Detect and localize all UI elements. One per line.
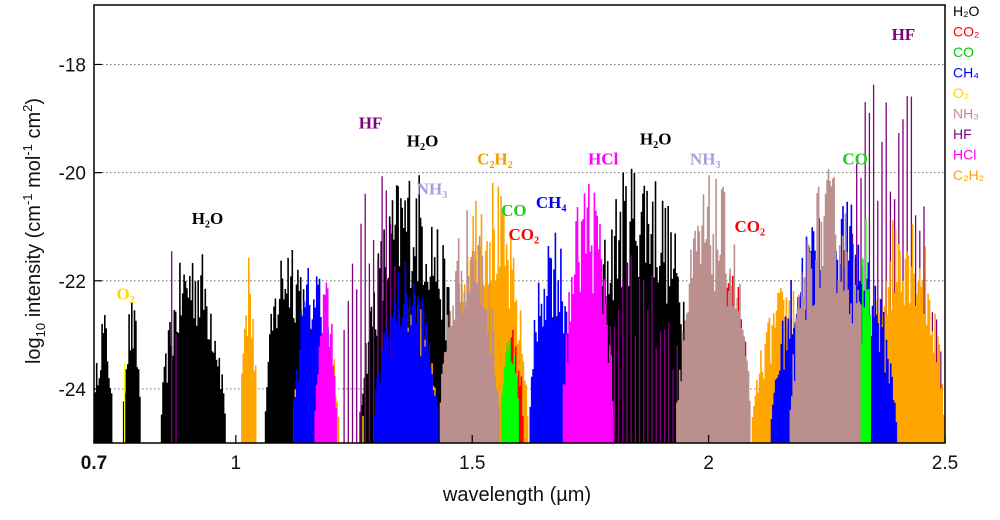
- legend-entry: CO₂: [953, 24, 979, 40]
- annotation-label: H₂O: [640, 130, 672, 149]
- annotation-label: O₂: [117, 285, 135, 304]
- x-axis-label: wavelength (µm): [442, 484, 591, 506]
- legend-entry: C₂H₂: [953, 167, 984, 183]
- y-tick-label: -18: [59, 55, 86, 76]
- ticks-layer: 0.7 1 1.5 2 2.5 -18 -20 -22 -24: [59, 55, 959, 474]
- plot-frame: [93, 4, 946, 444]
- band-hcl: [562, 184, 614, 443]
- band-o2: [362, 415, 364, 443]
- annotation-label: H₂O: [192, 209, 224, 228]
- annotation-label: HCl: [588, 150, 619, 169]
- x-tick-label: 1.5: [459, 453, 485, 474]
- legend-entry: HCl: [953, 147, 976, 163]
- annotation-label: CO: [501, 201, 527, 220]
- band-h2o: [94, 315, 113, 443]
- band-h2o: [160, 254, 226, 443]
- annotation-label: C₂H₂: [477, 150, 513, 169]
- legend-entry: CO: [953, 44, 974, 60]
- legend-entry: NH₃: [953, 106, 979, 122]
- band-h2o: [122, 302, 141, 443]
- band-ch4: [373, 261, 439, 443]
- y-tick-label: -20: [59, 164, 86, 185]
- annotation-label: CO₂: [734, 217, 765, 236]
- band-hf: [171, 251, 177, 443]
- annotation-label: CO₂: [508, 225, 539, 244]
- annotation-label: NH₃: [417, 179, 448, 198]
- band-nh3: [439, 210, 500, 443]
- series-hcl: [314, 184, 614, 443]
- annotation-label: NH₃: [690, 150, 721, 169]
- annotation-label: CH₄: [536, 193, 567, 212]
- band-co: [501, 339, 519, 443]
- band-o2: [123, 362, 126, 443]
- x-tick-label: 2.5: [932, 453, 958, 474]
- band-co: [860, 218, 871, 443]
- band-hcl: [314, 282, 337, 443]
- x-tick-label: 1: [231, 453, 242, 474]
- legend-entry: H₂O: [953, 3, 980, 19]
- annotation-label: HF: [892, 25, 916, 44]
- series-nh3: [439, 168, 869, 443]
- y-axis-label: log10 intensity (cm-1 mol-1 cm2): [20, 98, 48, 364]
- series-co: [501, 218, 871, 443]
- band-c2h2: [241, 257, 257, 443]
- x-tick-label: 0.7: [81, 453, 107, 474]
- legend: H₂O CO₂ CO CH₄ O₂ NH₃ HF HCl C₂H₂: [953, 3, 984, 183]
- annotation-layer: O₂ H₂O HF H₂O NH₃ C₂H₂ CO CO₂ CH₄ HCl H₂O NH₃ CO₂ CO H…: [117, 25, 916, 304]
- y-tick-label: -22: [59, 272, 86, 293]
- legend-entry: CH₄: [953, 65, 979, 81]
- band-nh3: [676, 175, 751, 443]
- y-tick-label: -24: [59, 380, 87, 401]
- bands-layer: [94, 84, 945, 443]
- annotation-label: CO: [842, 150, 868, 169]
- annotation-label: HF: [359, 113, 383, 132]
- annotation-label: H₂O: [407, 132, 439, 151]
- legend-entry: O₂: [953, 85, 969, 101]
- legend-entry: HF: [953, 126, 972, 142]
- x-tick-label: 2: [703, 453, 714, 474]
- series-o2: [123, 362, 364, 443]
